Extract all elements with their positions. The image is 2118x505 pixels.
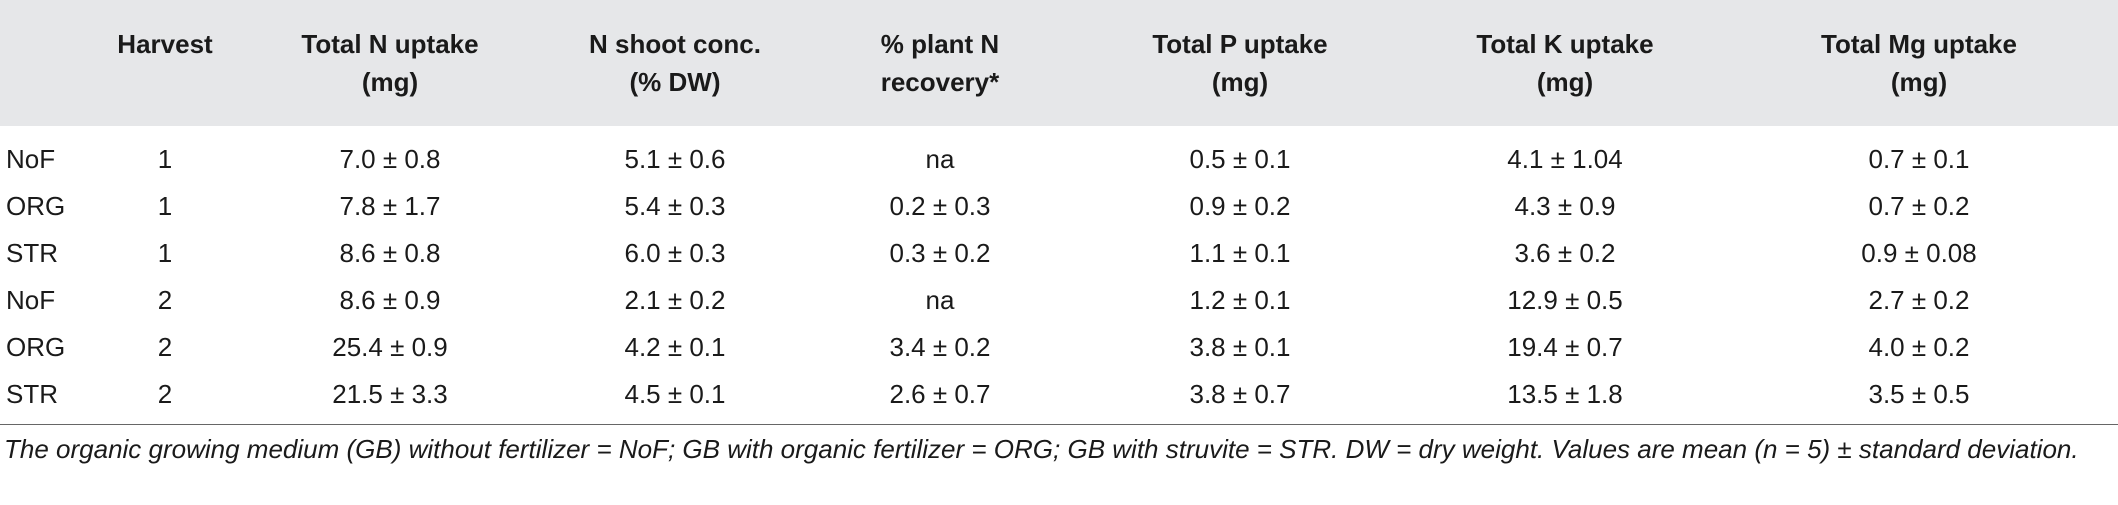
harvest-cell: 2 bbox=[157, 332, 173, 362]
plant-n-recovery-cell: 2.6 ± 0.7 bbox=[810, 371, 1070, 425]
header-line: N shoot conc. bbox=[589, 29, 761, 59]
row-treatment-cell: ORG bbox=[6, 332, 66, 362]
table-row: NoF 2 8.6 ± 0.9 2.1 ± 0.2 na 1.2 ± 0.1 1… bbox=[0, 277, 2118, 324]
total-p-uptake-cell: 1.2 ± 0.1 bbox=[1189, 285, 1291, 315]
total-n-uptake-cell: 7.8 ± 1.7 bbox=[339, 191, 441, 221]
total-p-uptake-cell: 1.1 ± 0.1 bbox=[1189, 238, 1291, 268]
total-k-uptake-cell: 4.3 ± 0.9 bbox=[1514, 191, 1616, 221]
n-shoot-conc-cell: 5.4 ± 0.3 bbox=[624, 191, 726, 221]
header-line: Total Mg uptake bbox=[1821, 29, 2017, 59]
data-table-container: Harvest Total N uptake (mg) N shoot conc… bbox=[0, 0, 2118, 425]
harvest-cell: 1 bbox=[157, 191, 173, 221]
total-n-uptake-cell: 21.5 ± 3.3 bbox=[240, 371, 540, 425]
header-line: % plant N bbox=[880, 29, 1000, 59]
plant-n-recovery-cell: na bbox=[925, 285, 955, 315]
total-n-uptake-cell: 7.0 ± 0.8 bbox=[339, 144, 441, 174]
total-k-uptake-cell: 19.4 ± 0.7 bbox=[1507, 332, 1623, 362]
row-treatment-cell: STR bbox=[0, 371, 90, 425]
table-row: STR 2 21.5 ± 3.3 4.5 ± 0.1 2.6 ± 0.7 3.8… bbox=[0, 371, 2118, 425]
n-shoot-conc-cell: 5.1 ± 0.6 bbox=[624, 144, 726, 174]
table-footnote: The organic growing medium (GB) without … bbox=[4, 434, 2079, 464]
header-line: (% DW) bbox=[629, 67, 721, 97]
total-mg-uptake-cell: 3.5 ± 0.5 bbox=[1720, 371, 2118, 425]
total-mg-uptake-cell: 0.7 ± 0.2 bbox=[1868, 191, 1970, 221]
plant-n-recovery-cell: 0.2 ± 0.3 bbox=[889, 191, 991, 221]
header-line: Total K uptake bbox=[1476, 29, 1654, 59]
table-header: Harvest Total N uptake (mg) N shoot conc… bbox=[0, 0, 2118, 126]
nutrient-uptake-table: Harvest Total N uptake (mg) N shoot conc… bbox=[0, 0, 2118, 425]
header-cell-label bbox=[0, 0, 90, 126]
total-k-uptake-cell: 4.1 ± 1.04 bbox=[1507, 144, 1623, 174]
header-cell-total-p-uptake: Total P uptake (mg) bbox=[1070, 0, 1410, 126]
plant-n-recovery-cell: na bbox=[925, 144, 955, 174]
header-line: recovery* bbox=[880, 67, 1000, 97]
total-p-uptake-cell: 3.8 ± 0.7 bbox=[1070, 371, 1410, 425]
row-treatment-cell: STR bbox=[6, 238, 58, 268]
header-cell-harvest: Harvest bbox=[90, 0, 240, 126]
harvest-cell: 2 bbox=[90, 371, 240, 425]
row-treatment-cell: NoF bbox=[6, 285, 56, 315]
total-n-uptake-cell: 25.4 ± 0.9 bbox=[332, 332, 448, 362]
total-k-uptake-cell: 3.6 ± 0.2 bbox=[1514, 238, 1616, 268]
n-shoot-conc-cell: 2.1 ± 0.2 bbox=[624, 285, 726, 315]
n-shoot-conc-cell: 6.0 ± 0.3 bbox=[624, 238, 726, 268]
plant-n-recovery-cell: 0.3 ± 0.2 bbox=[889, 238, 991, 268]
total-k-uptake-cell: 13.5 ± 1.8 bbox=[1410, 371, 1720, 425]
header-line: (mg) bbox=[1211, 67, 1269, 97]
header-line bbox=[90, 63, 240, 101]
total-mg-uptake-cell: 0.9 ± 0.08 bbox=[1861, 238, 1977, 268]
total-mg-uptake-cell: 0.7 ± 0.1 bbox=[1868, 144, 1970, 174]
harvest-cell: 1 bbox=[157, 238, 173, 268]
total-p-uptake-cell: 0.9 ± 0.2 bbox=[1189, 191, 1291, 221]
header-line: Harvest bbox=[117, 29, 213, 59]
harvest-cell: 1 bbox=[157, 144, 173, 174]
total-mg-uptake-cell: 2.7 ± 0.2 bbox=[1868, 285, 1970, 315]
header-line: Total N uptake bbox=[301, 29, 479, 59]
total-k-uptake-cell: 12.9 ± 0.5 bbox=[1507, 285, 1623, 315]
row-treatment-cell: ORG bbox=[6, 191, 66, 221]
table-body: NoF 1 7.0 ± 0.8 5.1 ± 0.6 na 0.5 ± 0.1 4… bbox=[0, 126, 2118, 425]
header-line: (mg) bbox=[361, 67, 419, 97]
header-line: (mg) bbox=[1890, 67, 1948, 97]
plant-n-recovery-cell: 3.4 ± 0.2 bbox=[889, 332, 991, 362]
header-row: Harvest Total N uptake (mg) N shoot conc… bbox=[0, 0, 2118, 126]
header-cell-total-k-uptake: Total K uptake (mg) bbox=[1410, 0, 1720, 126]
total-n-uptake-cell: 8.6 ± 0.8 bbox=[339, 238, 441, 268]
row-treatment-cell: NoF bbox=[6, 144, 56, 174]
total-mg-uptake-cell: 4.0 ± 0.2 bbox=[1868, 332, 1970, 362]
harvest-cell: 2 bbox=[157, 285, 173, 315]
table-row: STR 1 8.6 ± 0.8 6.0 ± 0.3 0.3 ± 0.2 1.1 … bbox=[0, 230, 2118, 277]
total-n-uptake-cell: 8.6 ± 0.9 bbox=[339, 285, 441, 315]
header-cell-n-shoot-conc: N shoot conc. (% DW) bbox=[540, 0, 810, 126]
header-cell-total-n-uptake: Total N uptake (mg) bbox=[240, 0, 540, 126]
n-shoot-conc-cell: 4.5 ± 0.1 bbox=[540, 371, 810, 425]
header-cell-total-mg-uptake: Total Mg uptake (mg) bbox=[1720, 0, 2118, 126]
header-cell-plant-n-recovery: % plant N recovery* bbox=[810, 0, 1070, 126]
table-row: ORG 1 7.8 ± 1.7 5.4 ± 0.3 0.2 ± 0.3 0.9 … bbox=[0, 183, 2118, 230]
header-line: Total P uptake bbox=[1152, 29, 1328, 59]
n-shoot-conc-cell: 4.2 ± 0.1 bbox=[624, 332, 726, 362]
total-p-uptake-cell: 3.8 ± 0.1 bbox=[1189, 332, 1291, 362]
header-line: (mg) bbox=[1536, 67, 1594, 97]
table-row: ORG 2 25.4 ± 0.9 4.2 ± 0.1 3.4 ± 0.2 3.8… bbox=[0, 324, 2118, 371]
total-p-uptake-cell: 0.5 ± 0.1 bbox=[1189, 144, 1291, 174]
table-row: NoF 1 7.0 ± 0.8 5.1 ± 0.6 na 0.5 ± 0.1 4… bbox=[0, 126, 2118, 183]
